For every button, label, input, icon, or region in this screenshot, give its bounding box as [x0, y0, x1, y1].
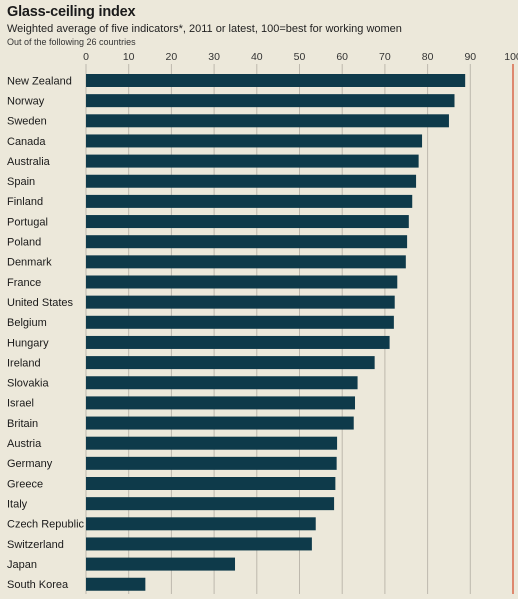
bar	[86, 477, 336, 490]
category-label: Australia	[7, 156, 51, 168]
category-label: Ireland	[7, 357, 41, 369]
category-label: Poland	[7, 237, 41, 249]
bar	[86, 295, 395, 309]
category-label: Belgium	[7, 317, 47, 329]
bar	[86, 416, 354, 430]
chart-subtitle: Weighted average of five indicators*, 20…	[7, 23, 402, 35]
bar	[86, 315, 394, 329]
category-label: Czech Republic	[7, 519, 85, 531]
bar	[86, 74, 466, 87]
category-label: South Korea	[7, 579, 69, 591]
bar	[86, 537, 312, 551]
x-tick-label: 70	[379, 51, 391, 63]
x-tick-label: 90	[464, 51, 476, 63]
category-label: Spain	[7, 176, 35, 188]
bar	[86, 134, 423, 148]
bar	[86, 255, 406, 269]
category-label: United States	[7, 297, 74, 309]
x-tick-label: 30	[208, 51, 220, 63]
bar	[86, 174, 417, 188]
category-label: Portugal	[7, 216, 48, 228]
bar	[86, 396, 356, 410]
bar	[86, 356, 375, 370]
x-tick-label: 40	[251, 51, 263, 63]
bar	[86, 275, 398, 289]
category-label: Canada	[7, 136, 46, 148]
category-label: France	[7, 277, 41, 289]
category-label: Switzerland	[7, 539, 64, 551]
category-label: Germany	[7, 458, 53, 470]
category-label: Sweden	[7, 116, 47, 128]
x-tick-label: 80	[422, 51, 434, 63]
bar	[86, 557, 236, 571]
bar	[86, 335, 390, 349]
category-label: Norway	[7, 95, 45, 107]
bar	[86, 154, 419, 168]
x-tick-label: 50	[294, 51, 306, 63]
category-label: New Zealand	[7, 75, 72, 87]
x-tick-label: 100	[504, 51, 518, 63]
category-label: Slovakia	[7, 378, 49, 390]
category-label: Italy	[7, 498, 28, 510]
category-label: Japan	[7, 559, 37, 571]
bar	[86, 456, 337, 470]
x-tick-label: 0	[83, 51, 89, 63]
bar	[86, 436, 338, 450]
bar	[86, 235, 408, 249]
category-label: Austria	[7, 438, 42, 450]
x-tick-label: 20	[166, 51, 178, 63]
bar	[86, 376, 358, 390]
bar	[86, 497, 335, 511]
category-label: Greece	[7, 478, 43, 490]
category-label: Britain	[7, 418, 38, 430]
bar	[86, 94, 455, 108]
bar	[86, 517, 316, 531]
chart-note: Out of the following 26 countries	[7, 37, 136, 47]
chart-title: Glass-ceiling index	[7, 4, 136, 20]
bar	[86, 194, 413, 208]
category-label: Hungary	[7, 337, 49, 349]
chart-header: Glass-ceiling index Weighted average of …	[7, 4, 514, 48]
bar	[86, 114, 449, 128]
x-tick-label: 60	[336, 51, 348, 63]
x-tick-label: 10	[123, 51, 135, 63]
bar	[86, 215, 409, 229]
category-label: Finland	[7, 196, 43, 208]
bar	[86, 577, 146, 591]
category-label: Denmark	[7, 257, 52, 269]
category-label: Israel	[7, 398, 34, 410]
